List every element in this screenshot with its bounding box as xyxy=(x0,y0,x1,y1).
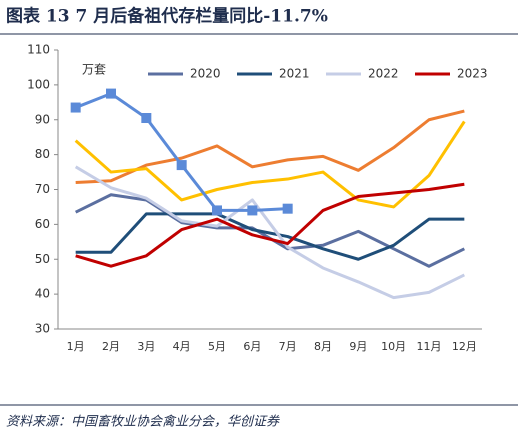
x-tick-label: 11月 xyxy=(417,340,442,353)
legend-label: 2021 xyxy=(279,67,310,81)
series-line xyxy=(75,109,465,185)
legend-label: 2022 xyxy=(368,67,399,81)
series-line xyxy=(75,182,465,268)
x-tick-label: 6月 xyxy=(243,340,261,353)
series-marker xyxy=(106,88,116,99)
series-marker xyxy=(141,113,152,124)
y-tick-label: 40 xyxy=(35,287,50,301)
series-line xyxy=(75,212,465,261)
y-tick-label: 80 xyxy=(35,147,50,161)
y-tick-label: 70 xyxy=(35,182,50,196)
series-marker xyxy=(70,102,81,113)
series-marker xyxy=(212,205,222,216)
y-tick-label: 50 xyxy=(35,252,50,266)
x-tick-label: 3月 xyxy=(137,340,155,353)
series-marker xyxy=(282,203,293,214)
x-tick-label: 5月 xyxy=(208,340,226,353)
x-tick-label: 4月 xyxy=(173,340,191,353)
x-tick-label: 9月 xyxy=(349,340,367,353)
series-marker xyxy=(247,205,258,216)
x-tick-label: 7月 xyxy=(279,340,297,353)
y-tick-label: 60 xyxy=(35,217,50,231)
y-tick-label: 110 xyxy=(27,43,50,57)
legend-label: 2020 xyxy=(190,67,221,81)
x-tick-label: 10月 xyxy=(381,340,406,353)
source: 资料来源：中国畜牧业协会禽业分会，华创证券 xyxy=(6,414,280,430)
y-tick-label: 30 xyxy=(35,322,50,336)
y-tick-label: 100 xyxy=(27,77,50,91)
x-tick-label: 2月 xyxy=(102,340,120,353)
x-tick-label: 12月 xyxy=(452,340,477,353)
chart-title: 图表 13 7 月后备祖代存栏量同比-11.7% xyxy=(6,6,328,27)
legend-label: 2023 xyxy=(457,67,488,81)
x-tick-label: 1月 xyxy=(67,340,85,353)
series-line xyxy=(75,92,288,212)
series-marker xyxy=(176,160,187,171)
unit-label: 万套 xyxy=(82,63,106,77)
x-tick-label: 8月 xyxy=(314,340,332,353)
series-line xyxy=(74,120,466,209)
series-line xyxy=(75,193,465,268)
series-line xyxy=(74,165,465,300)
y-tick-label: 90 xyxy=(35,112,50,126)
